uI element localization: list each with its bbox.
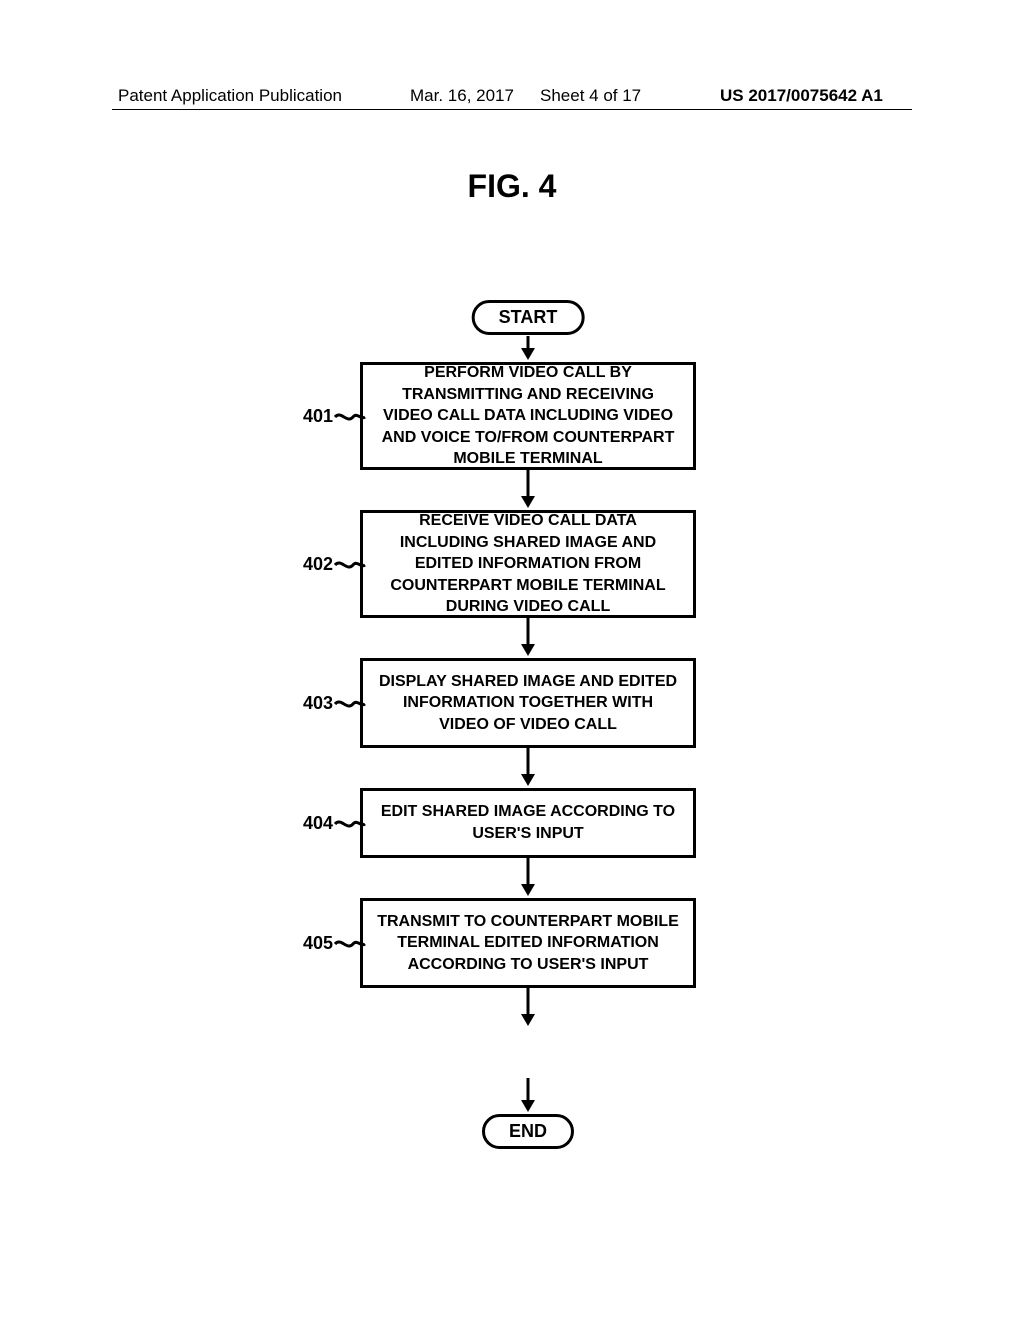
page: Patent Application Publication Mar. 16, … bbox=[0, 0, 1024, 1320]
flow-step-text: DISPLAY SHARED IMAGE AND EDITED INFORMAT… bbox=[377, 671, 679, 736]
figure-title: FIG. 4 bbox=[0, 168, 1024, 205]
arrow-head-icon bbox=[521, 1100, 535, 1112]
flow-arrow bbox=[527, 858, 530, 886]
flow-arrow bbox=[527, 748, 530, 776]
header-date: Mar. 16, 2017 bbox=[410, 86, 514, 106]
flow-step: EDIT SHARED IMAGE ACCORDING TO USER'S IN… bbox=[360, 788, 696, 858]
step-reference-number: 403 bbox=[303, 693, 333, 714]
flow-step: PERFORM VIDEO CALL BY TRANSMITTING AND R… bbox=[360, 362, 696, 470]
header-publication-number: US 2017/0075642 A1 bbox=[720, 86, 883, 106]
end-terminator: END bbox=[482, 1114, 574, 1149]
reference-connector bbox=[335, 697, 365, 711]
header-publication-type: Patent Application Publication bbox=[118, 86, 342, 106]
arrow-head-icon bbox=[521, 496, 535, 508]
reference-connector bbox=[335, 937, 365, 951]
reference-connector bbox=[335, 558, 365, 572]
step-reference-number: 405 bbox=[303, 933, 333, 954]
arrow-head-icon bbox=[521, 348, 535, 360]
flow-step-text: TRANSMIT TO COUNTERPART MOBILE TERMINAL … bbox=[377, 911, 679, 976]
flow-step-text: PERFORM VIDEO CALL BY TRANSMITTING AND R… bbox=[377, 362, 679, 470]
step-reference-number: 404 bbox=[303, 813, 333, 834]
flow-arrow bbox=[527, 618, 530, 646]
flow-step: DISPLAY SHARED IMAGE AND EDITED INFORMAT… bbox=[360, 658, 696, 748]
flow-arrow bbox=[527, 470, 530, 498]
reference-connector bbox=[335, 817, 365, 831]
step-reference-number: 401 bbox=[303, 406, 333, 427]
flow-step-text: EDIT SHARED IMAGE ACCORDING TO USER'S IN… bbox=[377, 801, 679, 844]
arrow-head-icon bbox=[521, 1014, 535, 1026]
start-terminator: START bbox=[472, 300, 585, 335]
header-sheet-number: Sheet 4 of 17 bbox=[540, 86, 641, 106]
reference-connector bbox=[335, 410, 365, 424]
flow-arrow bbox=[527, 1078, 530, 1102]
header-rule bbox=[112, 109, 912, 110]
flow-step-text: RECEIVE VIDEO CALL DATA INCLUDING SHARED… bbox=[377, 510, 679, 618]
step-reference-number: 402 bbox=[303, 554, 333, 575]
flow-step: RECEIVE VIDEO CALL DATA INCLUDING SHARED… bbox=[360, 510, 696, 618]
arrow-head-icon bbox=[521, 644, 535, 656]
flow-step: TRANSMIT TO COUNTERPART MOBILE TERMINAL … bbox=[360, 898, 696, 988]
flow-arrow bbox=[527, 988, 530, 1016]
arrow-head-icon bbox=[521, 884, 535, 896]
arrow-head-icon bbox=[521, 774, 535, 786]
